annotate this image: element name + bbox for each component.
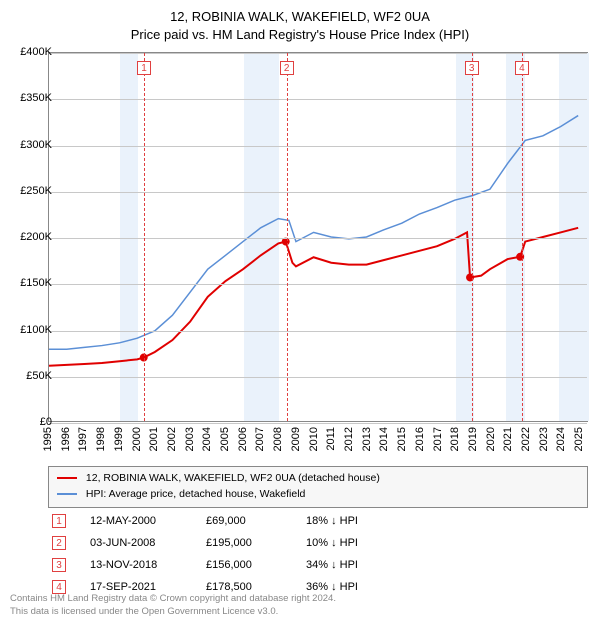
x-axis-label: 2004 (201, 427, 217, 451)
legend-label-1: 12, ROBINIA WALK, WAKEFIELD, WF2 0UA (de… (86, 472, 380, 484)
event-row: 203-JUN-2008£195,00010% ↓ HPI (48, 532, 588, 554)
chart-container: 12, ROBINIA WALK, WAKEFIELD, WF2 0UA Pri… (0, 0, 600, 620)
x-axis-label: 2005 (219, 427, 235, 451)
event-marker: 1 (137, 61, 151, 75)
event-number-box: 2 (52, 536, 66, 550)
x-axis-label: 1995 (42, 427, 58, 451)
event-marker: 2 (280, 61, 294, 75)
x-axis-label: 2013 (361, 427, 377, 451)
gridline (49, 377, 587, 378)
x-axis-label: 2019 (467, 427, 483, 451)
x-axis-label: 2023 (538, 427, 554, 451)
legend-swatch-1 (57, 477, 77, 479)
legend-box: 12, ROBINIA WALK, WAKEFIELD, WF2 0UA (de… (48, 466, 588, 508)
event-delta: 36% ↓ HPI (306, 581, 426, 593)
event-line (144, 53, 145, 421)
footer-line1: Contains HM Land Registry data © Crown c… (10, 593, 336, 605)
event-date: 17-SEP-2021 (66, 581, 206, 593)
legend-label-2: HPI: Average price, detached house, Wake… (86, 488, 305, 500)
x-axis-label: 2025 (573, 427, 589, 451)
x-axis-label: 2007 (254, 427, 270, 451)
y-axis-label: £350K (8, 92, 52, 104)
x-axis-label: 2018 (449, 427, 465, 451)
event-number-box: 3 (52, 558, 66, 572)
series-price_paid (49, 228, 578, 366)
y-axis-label: £400K (8, 46, 52, 58)
gridline (49, 192, 587, 193)
gridline (49, 331, 587, 332)
legend-swatch-2 (57, 493, 77, 495)
y-axis-label: £250K (8, 185, 52, 197)
x-axis-label: 2011 (325, 427, 341, 451)
event-price: £156,000 (206, 559, 306, 571)
y-axis-label: £200K (8, 231, 52, 243)
y-axis-label: £100K (8, 324, 52, 336)
event-line (287, 53, 288, 421)
x-axis-label: 2008 (272, 427, 288, 451)
x-axis-label: 1997 (77, 427, 93, 451)
x-axis-label: 1998 (95, 427, 111, 451)
event-number-box: 4 (52, 580, 66, 594)
gridline (49, 99, 587, 100)
event-line (522, 53, 523, 421)
data-marker (466, 274, 474, 282)
y-axis-label: £150K (8, 277, 52, 289)
y-axis-label: £50K (8, 370, 52, 382)
gridline (49, 284, 587, 285)
event-marker: 3 (465, 61, 479, 75)
gridline (49, 423, 587, 424)
chart-area: 1 2 3 4 (48, 52, 588, 422)
event-date: 03-JUN-2008 (66, 537, 206, 549)
x-axis-label: 2001 (148, 427, 164, 451)
title-line1: 12, ROBINIA WALK, WAKEFIELD, WF2 0UA (0, 8, 600, 26)
event-date: 12-MAY-2000 (66, 515, 206, 527)
title-block: 12, ROBINIA WALK, WAKEFIELD, WF2 0UA Pri… (0, 0, 600, 44)
event-row: 313-NOV-2018£156,00034% ↓ HPI (48, 554, 588, 576)
x-axis-label: 2009 (290, 427, 306, 451)
x-axis-label: 2000 (131, 427, 147, 451)
gridline (49, 146, 587, 147)
gridline (49, 238, 587, 239)
x-axis-label: 2003 (184, 427, 200, 451)
x-axis-label: 2017 (432, 427, 448, 451)
event-row: 112-MAY-2000£69,00018% ↓ HPI (48, 510, 588, 532)
x-axis-label: 1999 (113, 427, 129, 451)
x-axis-label: 2010 (308, 427, 324, 451)
event-price: £195,000 (206, 537, 306, 549)
event-line (472, 53, 473, 421)
footer-text: Contains HM Land Registry data © Crown c… (10, 593, 336, 618)
event-price: £178,500 (206, 581, 306, 593)
event-delta: 18% ↓ HPI (306, 515, 426, 527)
x-axis-label: 2002 (166, 427, 182, 451)
x-axis-label: 2016 (414, 427, 430, 451)
x-axis-label: 2022 (520, 427, 536, 451)
footer-line2: This data is licensed under the Open Gov… (10, 606, 336, 618)
legend-item-1: 12, ROBINIA WALK, WAKEFIELD, WF2 0UA (de… (57, 471, 579, 487)
event-date: 13-NOV-2018 (66, 559, 206, 571)
x-axis-label: 2024 (555, 427, 571, 451)
gridline (49, 53, 587, 54)
data-marker (516, 253, 524, 261)
legend-item-2: HPI: Average price, detached house, Wake… (57, 487, 579, 503)
title-line2: Price paid vs. HM Land Registry's House … (0, 26, 600, 44)
x-axis-label: 2006 (237, 427, 253, 451)
x-axis-label: 2021 (502, 427, 518, 451)
event-delta: 34% ↓ HPI (306, 559, 426, 571)
event-marker: 4 (515, 61, 529, 75)
events-table: 112-MAY-2000£69,00018% ↓ HPI203-JUN-2008… (48, 510, 588, 598)
x-axis-label: 2015 (396, 427, 412, 451)
x-axis-label: 2020 (485, 427, 501, 451)
series-hpi (49, 116, 578, 350)
event-number-box: 1 (52, 514, 66, 528)
x-axis-label: 2014 (378, 427, 394, 451)
y-axis-label: £300K (8, 139, 52, 151)
x-axis-label: 2012 (343, 427, 359, 451)
event-price: £69,000 (206, 515, 306, 527)
event-delta: 10% ↓ HPI (306, 537, 426, 549)
x-axis-label: 1996 (60, 427, 76, 451)
chart-lines-svg (49, 53, 587, 421)
